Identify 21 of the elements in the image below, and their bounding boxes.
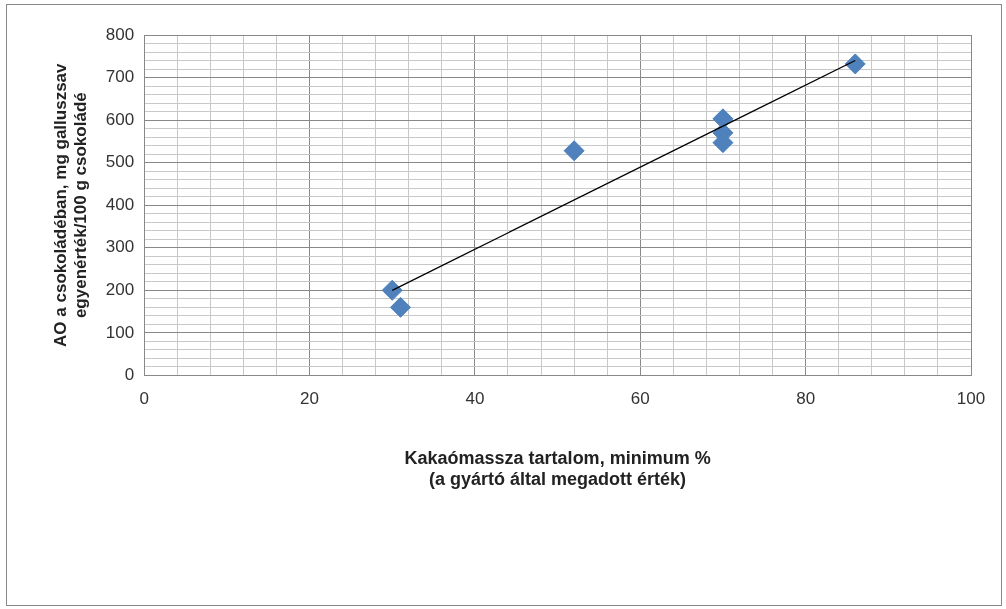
y-tick-label: 0 — [124, 365, 135, 385]
x-tick-label: 20 — [300, 389, 319, 409]
y-tick-label: 200 — [105, 279, 135, 299]
point — [381, 279, 403, 301]
x-tick-label: 40 — [465, 389, 485, 409]
x-tick-label: 100 — [956, 389, 986, 409]
y-tick-label: 800 — [105, 24, 135, 44]
y-tick-label: 700 — [105, 67, 135, 87]
y-tick-label: 400 — [105, 194, 135, 214]
y-tick-label: 100 — [105, 322, 135, 342]
y-tick-label: 500 — [105, 152, 135, 172]
y-axis-title: AO a csokoládéban, mg galluszsav egyenérték/100 g csokoládé — [50, 62, 91, 347]
point — [563, 140, 585, 162]
x-tick-label: 0 — [139, 389, 149, 409]
y-tick-label: 600 — [105, 109, 135, 129]
x-axis-title: Kakaómassza tartalom, minimum % (a gyártó által megadott érték) — [404, 447, 711, 490]
y-tick-label: 300 — [105, 237, 135, 257]
x-tick-label: 80 — [796, 389, 816, 409]
point — [389, 296, 411, 318]
x-tick-label: 60 — [630, 389, 650, 409]
point — [844, 53, 866, 75]
